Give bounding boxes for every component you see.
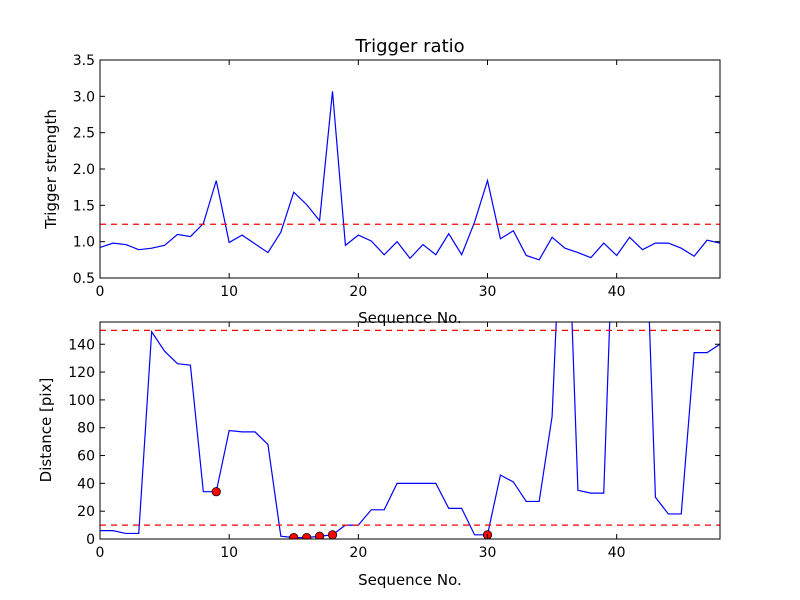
bottom-y-tick-label-6: 120 xyxy=(68,365,95,381)
top-series-line-0 xyxy=(100,91,720,261)
top-x-tick-label-4: 40 xyxy=(608,284,626,300)
top-y-tick-label-4: 2.5 xyxy=(73,126,95,142)
bottom-axis-ticks: 0 10 20 30 40 0 20 40 60 80 100 120 140 xyxy=(68,322,720,561)
top-plot-area xyxy=(100,91,720,261)
bottom-x-tick-label-3: 30 xyxy=(479,545,497,561)
bottom-plot-area xyxy=(100,322,720,539)
bottom-marker-point-3 xyxy=(314,531,325,539)
top-y-tick-label-5: 3.0 xyxy=(73,89,95,105)
top-x-tick-label-0: 0 xyxy=(96,284,105,300)
bottom-x-tick-label-2: 20 xyxy=(349,545,367,561)
top-axis-ticks: 0 10 20 30 40 0.5 1.0 1.5 2.0 2.5 3.0 3.5 xyxy=(73,53,720,300)
top-plot-frame xyxy=(99,59,721,279)
top-x-tick-label-3: 30 xyxy=(479,284,497,300)
bottom-y-tick-label-5: 100 xyxy=(68,393,95,409)
bottom-plot-frame xyxy=(99,321,721,540)
trigger-ratio-panel: Trigger ratio 0 10 20 30 40 0.5 1.0 1.5 2.0 2.5 3.… xyxy=(42,36,721,327)
top-x-tick-label-1: 10 xyxy=(220,284,238,300)
chart-title: Trigger ratio xyxy=(354,36,464,57)
bottom-x-axis-label: Sequence No. xyxy=(358,571,462,589)
top-y-tick-label-2: 1.5 xyxy=(73,198,95,214)
bottom-series-line-0 xyxy=(100,322,720,539)
bottom-y-axis-label: Distance [pix] xyxy=(37,378,55,483)
bottom-y-tick-label-0: 0 xyxy=(86,532,95,548)
bottom-y-tick-label-2: 40 xyxy=(77,476,95,492)
bottom-y-tick-label-3: 60 xyxy=(77,449,95,465)
bottom-y-tick-label-1: 20 xyxy=(77,504,95,520)
top-y-tick-label-1: 1.0 xyxy=(73,235,95,251)
top-x-tick-label-2: 20 xyxy=(349,284,367,300)
top-y-tick-label-0: 0.5 xyxy=(73,271,95,287)
top-y-tick-label-6: 3.5 xyxy=(73,53,95,69)
distance-panel: 0 10 20 30 40 0 20 40 60 80 100 120 140 Sequence No.… xyxy=(37,321,721,589)
bottom-marker-point-1 xyxy=(289,533,299,539)
bottom-marker-point-2 xyxy=(302,533,312,539)
top-x-axis-label: Sequence No. xyxy=(358,309,462,327)
bottom-x-tick-label-1: 10 xyxy=(220,545,238,561)
bottom-marker-point-0 xyxy=(211,487,221,497)
bottom-marker-point-4 xyxy=(327,530,338,539)
top-y-axis-label: Trigger strength xyxy=(42,109,60,230)
bottom-x-tick-label-0: 0 xyxy=(96,545,105,561)
bottom-x-tick-label-4: 40 xyxy=(608,545,626,561)
bottom-y-tick-label-7: 140 xyxy=(68,337,95,353)
top-y-tick-label-3: 2.0 xyxy=(73,162,95,178)
bottom-y-tick-label-4: 80 xyxy=(77,421,95,437)
